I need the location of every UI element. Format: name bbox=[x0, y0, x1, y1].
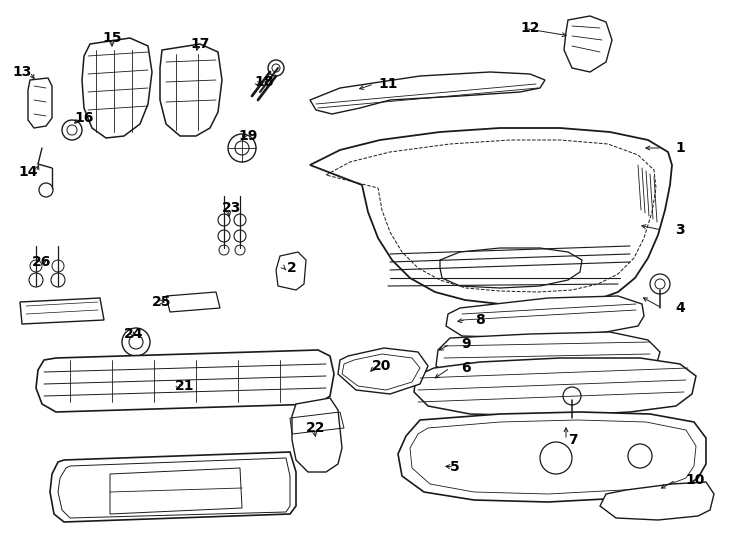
Polygon shape bbox=[20, 298, 104, 324]
Text: 19: 19 bbox=[239, 129, 258, 143]
Text: 16: 16 bbox=[74, 111, 94, 125]
Polygon shape bbox=[310, 128, 672, 305]
Text: 1: 1 bbox=[675, 141, 685, 155]
Polygon shape bbox=[292, 398, 342, 472]
Text: 2: 2 bbox=[287, 261, 297, 275]
Text: 25: 25 bbox=[152, 295, 172, 309]
Polygon shape bbox=[398, 412, 706, 502]
Polygon shape bbox=[276, 252, 306, 290]
Text: 13: 13 bbox=[12, 65, 32, 79]
Polygon shape bbox=[36, 350, 334, 412]
Text: 3: 3 bbox=[675, 223, 685, 237]
Text: 12: 12 bbox=[520, 21, 539, 35]
Text: 14: 14 bbox=[18, 165, 37, 179]
Polygon shape bbox=[310, 72, 545, 114]
Text: 11: 11 bbox=[378, 77, 398, 91]
Text: 5: 5 bbox=[450, 460, 460, 474]
Polygon shape bbox=[564, 16, 612, 72]
Text: 20: 20 bbox=[372, 359, 392, 373]
Text: 23: 23 bbox=[222, 201, 241, 215]
Text: 26: 26 bbox=[32, 255, 51, 269]
Text: 4: 4 bbox=[675, 301, 685, 315]
Polygon shape bbox=[600, 482, 714, 520]
Text: 18: 18 bbox=[254, 75, 274, 89]
Text: 6: 6 bbox=[461, 361, 470, 375]
Polygon shape bbox=[160, 44, 222, 136]
Text: 8: 8 bbox=[475, 313, 485, 327]
Polygon shape bbox=[166, 292, 220, 312]
Polygon shape bbox=[446, 296, 644, 338]
Text: 21: 21 bbox=[175, 379, 195, 393]
Text: 15: 15 bbox=[102, 31, 122, 45]
Text: 7: 7 bbox=[568, 433, 578, 447]
Polygon shape bbox=[338, 348, 428, 394]
Text: 24: 24 bbox=[124, 327, 144, 341]
Polygon shape bbox=[50, 452, 296, 522]
Text: 10: 10 bbox=[686, 473, 705, 487]
Text: 22: 22 bbox=[306, 421, 326, 435]
Polygon shape bbox=[414, 358, 696, 416]
Polygon shape bbox=[436, 332, 660, 382]
Polygon shape bbox=[82, 38, 152, 138]
Text: 17: 17 bbox=[190, 37, 210, 51]
Polygon shape bbox=[28, 78, 52, 128]
Text: 9: 9 bbox=[461, 337, 470, 351]
